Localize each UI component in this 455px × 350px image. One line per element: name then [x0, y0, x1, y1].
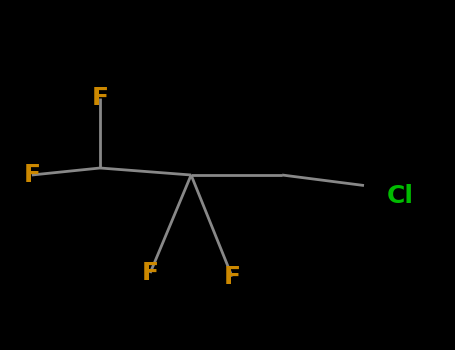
Text: F: F [91, 86, 109, 110]
Text: F: F [23, 163, 40, 187]
Text: Cl: Cl [387, 184, 414, 208]
Text: F: F [142, 261, 159, 285]
Text: F: F [223, 265, 241, 288]
